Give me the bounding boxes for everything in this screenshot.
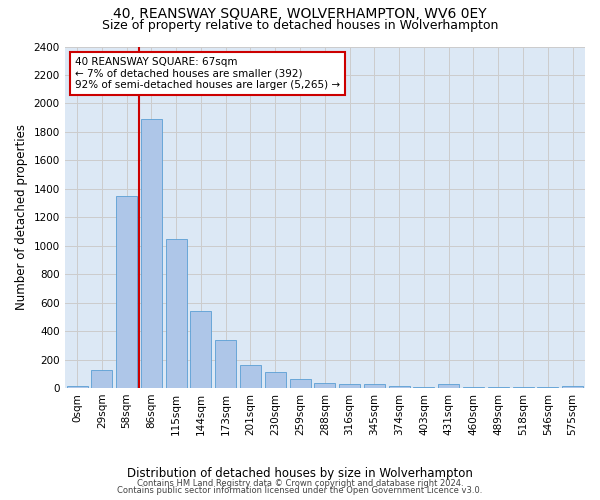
Bar bbox=[562, 386, 583, 388]
Text: 40, REANSWAY SQUARE, WOLVERHAMPTON, WV6 0EY: 40, REANSWAY SQUARE, WOLVERHAMPTON, WV6 … bbox=[113, 8, 487, 22]
Y-axis label: Number of detached properties: Number of detached properties bbox=[15, 124, 28, 310]
Bar bbox=[240, 364, 261, 388]
Bar bbox=[116, 196, 137, 388]
Text: Contains public sector information licensed under the Open Government Licence v3: Contains public sector information licen… bbox=[118, 486, 482, 495]
Bar bbox=[265, 372, 286, 388]
Bar bbox=[166, 240, 187, 388]
Text: Size of property relative to detached houses in Wolverhampton: Size of property relative to detached ho… bbox=[102, 19, 498, 32]
Text: Contains HM Land Registry data © Crown copyright and database right 2024.: Contains HM Land Registry data © Crown c… bbox=[137, 478, 463, 488]
Bar bbox=[364, 384, 385, 388]
Bar bbox=[389, 386, 410, 388]
Bar bbox=[141, 119, 162, 388]
Bar bbox=[314, 382, 335, 388]
Text: Distribution of detached houses by size in Wolverhampton: Distribution of detached houses by size … bbox=[127, 468, 473, 480]
Text: 40 REANSWAY SQUARE: 67sqm
← 7% of detached houses are smaller (392)
92% of semi-: 40 REANSWAY SQUARE: 67sqm ← 7% of detach… bbox=[75, 56, 340, 90]
Bar bbox=[91, 370, 112, 388]
Bar bbox=[290, 380, 311, 388]
Bar bbox=[413, 386, 434, 388]
Bar bbox=[438, 384, 459, 388]
Bar bbox=[190, 311, 211, 388]
Bar bbox=[67, 386, 88, 388]
Bar bbox=[339, 384, 360, 388]
Bar bbox=[215, 340, 236, 388]
